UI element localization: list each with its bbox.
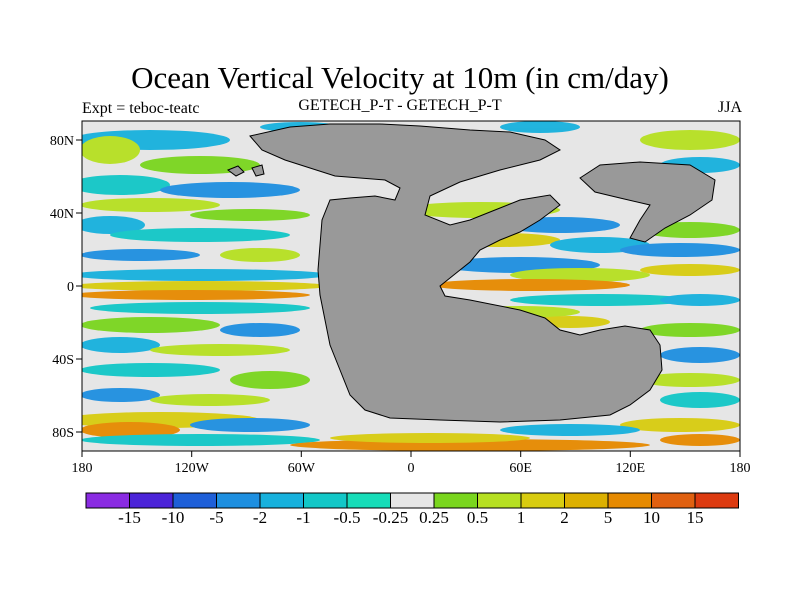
colorbar-swatch (477, 492, 522, 509)
colorbar-label: 0.5 (467, 508, 488, 527)
colorbar-swatch (346, 492, 391, 509)
colorbar-label: -5 (209, 508, 223, 527)
x-tick-label: 60W (288, 461, 316, 476)
axis-ticks (76, 139, 741, 457)
colorbar-label: -0.5 (334, 508, 361, 527)
land-mass-main (249, 123, 663, 423)
island-west (226, 165, 245, 177)
colorbar-label: -15 (118, 508, 141, 527)
colorbar-label: 5 (604, 508, 613, 527)
x-tick-label: 120E (616, 461, 646, 476)
colorbar-swatch (520, 492, 565, 509)
colorbar-swatch (694, 492, 739, 509)
season-label: JJA (717, 99, 742, 116)
colorbar-swatch (607, 492, 652, 509)
y-axis-labels: 80N 40N 0 40S 80S (50, 134, 74, 441)
colorbar-swatch (651, 492, 696, 509)
colorbar-swatch (259, 492, 304, 509)
colorbar-swatch (216, 492, 261, 509)
colorbar-label: -10 (162, 508, 185, 527)
y-tick-label: 40S (52, 353, 74, 368)
land-mass-east (579, 161, 716, 243)
x-tick-label: 180 (730, 461, 751, 476)
colorbar-label: 15 (687, 508, 704, 527)
experiment-label: Expt = teboc-teatc (82, 100, 200, 117)
x-tick-label: 120W (175, 461, 210, 476)
y-tick-label: 80S (52, 426, 74, 441)
y-tick-label: 40N (50, 207, 74, 222)
x-tick-label: 60E (509, 461, 532, 476)
y-tick-label: 0 (67, 280, 74, 295)
colorbar-label: 10 (643, 508, 660, 527)
colorbar-swatch (433, 492, 478, 509)
model-label: GETECH_P-T - GETECH_P-T (298, 97, 502, 114)
colorbar-label: -1 (296, 508, 310, 527)
x-tick-label: 180 (72, 461, 93, 476)
ocean-field (82, 121, 740, 451)
colorbar (85, 492, 739, 509)
x-tick-label: 0 (408, 461, 415, 476)
colorbar-swatch (303, 492, 348, 509)
colorbar-swatch (85, 492, 130, 509)
map-title: Ocean Vertical Velocity at 10m (in cm/da… (131, 60, 669, 95)
colorbar-swatch (129, 492, 174, 509)
colorbar-label: 0.25 (419, 508, 449, 527)
colorbar-label: 2 (560, 508, 569, 527)
colorbar-swatch (172, 492, 217, 509)
colorbar-swatch (390, 492, 435, 509)
island-small (251, 164, 265, 177)
colorbar-swatch (564, 492, 609, 509)
colorbar-label: -0.25 (373, 508, 408, 527)
colorbar-labels: -15 -10 -5 -2 -1 -0.5 -0.25 0.25 0.5 1 2… (118, 508, 703, 527)
colorbar-label: -2 (253, 508, 267, 527)
x-axis-labels: 180 120W 60W 0 60E 120E 180 (72, 461, 751, 476)
y-tick-label: 80N (50, 134, 74, 149)
colorbar-label: 1 (517, 508, 526, 527)
